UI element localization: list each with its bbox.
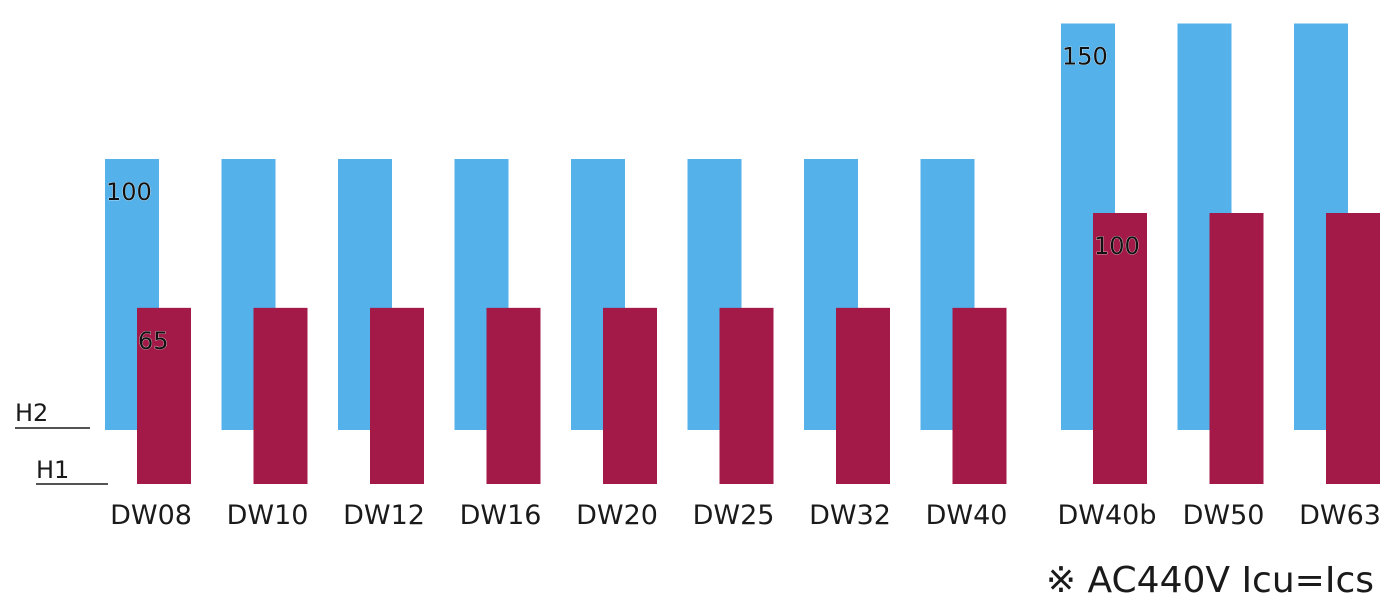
category-label-dw10: DW10	[227, 500, 309, 531]
bar-h1-dw40b	[1093, 213, 1147, 484]
category-label-dw32: DW32	[809, 500, 891, 531]
series-h1-bars	[137, 213, 1380, 484]
category-label-dw63: DW63	[1299, 500, 1380, 531]
row-label-h2: H2	[15, 399, 48, 427]
bar-h1-dw40	[952, 307, 1007, 484]
category-label-dw12: DW12	[343, 500, 425, 531]
data-label-h2-dw40b: 150	[1062, 43, 1108, 71]
bar-h1-dw12	[370, 307, 424, 484]
data-label-h2-dw08: 100	[106, 178, 152, 206]
row-labels: H2 H1	[15, 399, 69, 484]
baseline-lines	[15, 427, 108, 485]
bar-h1-dw50	[1209, 213, 1264, 484]
bar-h1-dw63	[1326, 213, 1380, 484]
footnote: ※ AC440V Icu=Ics	[1046, 560, 1374, 600]
category-label-dw40b: DW40b	[1058, 500, 1157, 531]
category-label-dw16: DW16	[460, 500, 542, 531]
data-label-h1-dw08: 65	[138, 327, 169, 355]
data-labels: 100 150 65 100	[106, 42, 1140, 355]
bar-h1-dw16	[486, 307, 541, 484]
category-label-dw08: DW08	[110, 500, 192, 531]
row-label-h1: H1	[36, 456, 69, 484]
data-label-h1-dw40b: 100	[1094, 232, 1140, 260]
category-label-dw25: DW25	[693, 500, 775, 531]
category-label-dw20: DW20	[576, 500, 658, 531]
bar-h1-dw32	[836, 307, 890, 484]
bar-h1-dw20	[603, 307, 657, 484]
bar-h1-dw10	[253, 307, 308, 484]
bar-h1-dw25	[719, 307, 774, 484]
category-label-dw50: DW50	[1183, 500, 1265, 531]
category-label-dw40: DW40	[926, 500, 1008, 531]
category-labels: DW08 DW10 DW12 DW16 DW20 DW25 DW32 DW40 DW40b DW5…	[110, 500, 1380, 531]
bar-h1-dw08	[137, 307, 191, 484]
